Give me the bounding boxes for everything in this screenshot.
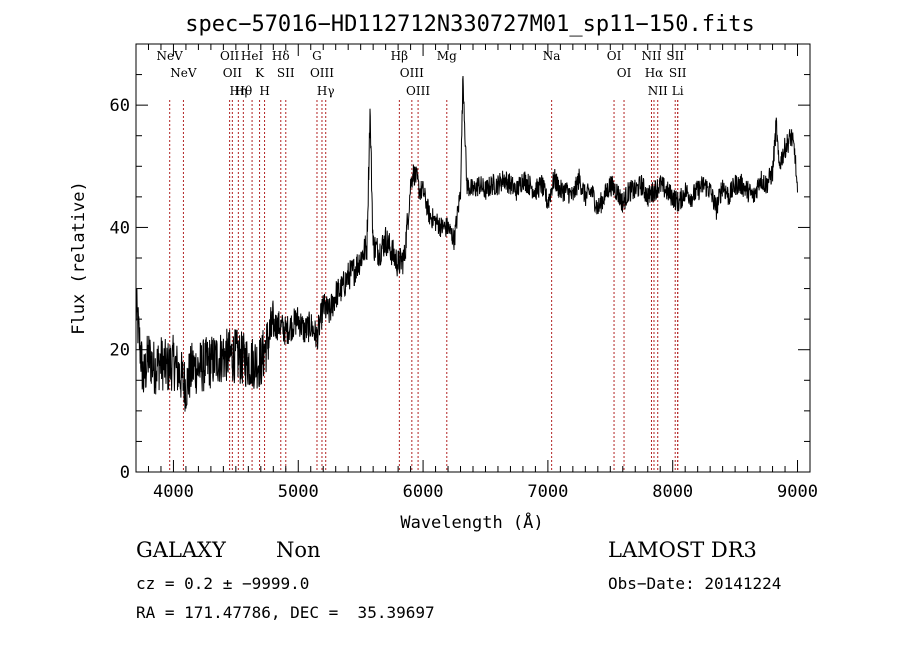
spectral-line-label: Hδ: [272, 49, 290, 63]
spectral-line-label: OIII: [310, 66, 334, 80]
spectral-line-label: SII: [666, 49, 684, 63]
y-axis-label: Flux (relative): [69, 181, 89, 335]
spectral-line-label: OII: [223, 66, 243, 80]
spectral-line-label: SII: [669, 66, 687, 80]
y-tick-label: 40: [110, 218, 130, 238]
spectral-line-label: OI: [607, 49, 622, 63]
spectrum-line: [136, 75, 798, 412]
spectral-line-label: NII: [648, 84, 668, 98]
object-subclass: Non: [276, 538, 321, 562]
spectral-line-label: Hα: [645, 66, 664, 80]
spectral-line-label: NII: [641, 49, 661, 63]
spectral-line-label: G: [312, 49, 322, 63]
spectral-line-label: OIII: [400, 66, 424, 80]
x-axis: 4000 5000 6000 7000 8000 9000: [135, 44, 818, 502]
spectral-line-label: Mg: [437, 49, 457, 63]
x-axis-label: Wavelength (Å): [400, 511, 543, 533]
x-tick-label: 8000: [652, 482, 693, 502]
x-tick-label: 5000: [278, 482, 319, 502]
spectral-line-label: OIII: [406, 84, 430, 98]
spectral-line-label: NeV: [170, 66, 197, 80]
chart-title: spec−57016−HD112712N330727M01_sp11−150.f…: [185, 12, 755, 37]
spectral-line-label: SII: [277, 66, 295, 80]
spectral-line-label: OI: [617, 66, 632, 80]
obs-date: Obs−Date: 20141224: [608, 574, 782, 593]
spectral-line-label: Na: [543, 49, 561, 63]
object-class: GALAXY: [136, 538, 226, 562]
y-tick-label: 20: [110, 341, 130, 361]
spectral-line-label: Hγ: [317, 84, 335, 98]
x-tick-label: 7000: [527, 482, 568, 502]
x-tick-label: 9000: [777, 482, 818, 502]
spectral-line-label: Li: [672, 84, 684, 98]
spectral-line-label: Hθ: [234, 84, 252, 98]
spectral-line-label: HeI: [241, 49, 264, 63]
y-tick-label: 60: [110, 96, 130, 116]
spectral-line-label: Hη: [230, 84, 248, 98]
y-tick-label: 0: [120, 463, 130, 483]
spectral-line-label: OII: [220, 49, 240, 63]
spectral-line-label: H: [259, 84, 269, 98]
spectrum-series: [136, 75, 798, 412]
spectral-line-label: Hβ: [391, 49, 408, 63]
x-tick-label: 6000: [403, 482, 444, 502]
redshift-line: cz = 0.2 ± −9999.0: [136, 574, 310, 593]
y-axis: 0 20 40 60: [110, 43, 810, 483]
coordinates: RA = 171.47786, DEC = 35.39697: [136, 603, 435, 622]
spectral-line-label: K: [255, 66, 265, 80]
spectral-line-label: NeV: [157, 49, 184, 63]
plot-frame: [135, 43, 811, 473]
x-tick-label: 4000: [153, 482, 194, 502]
survey-name: LAMOST DR3: [608, 538, 757, 562]
